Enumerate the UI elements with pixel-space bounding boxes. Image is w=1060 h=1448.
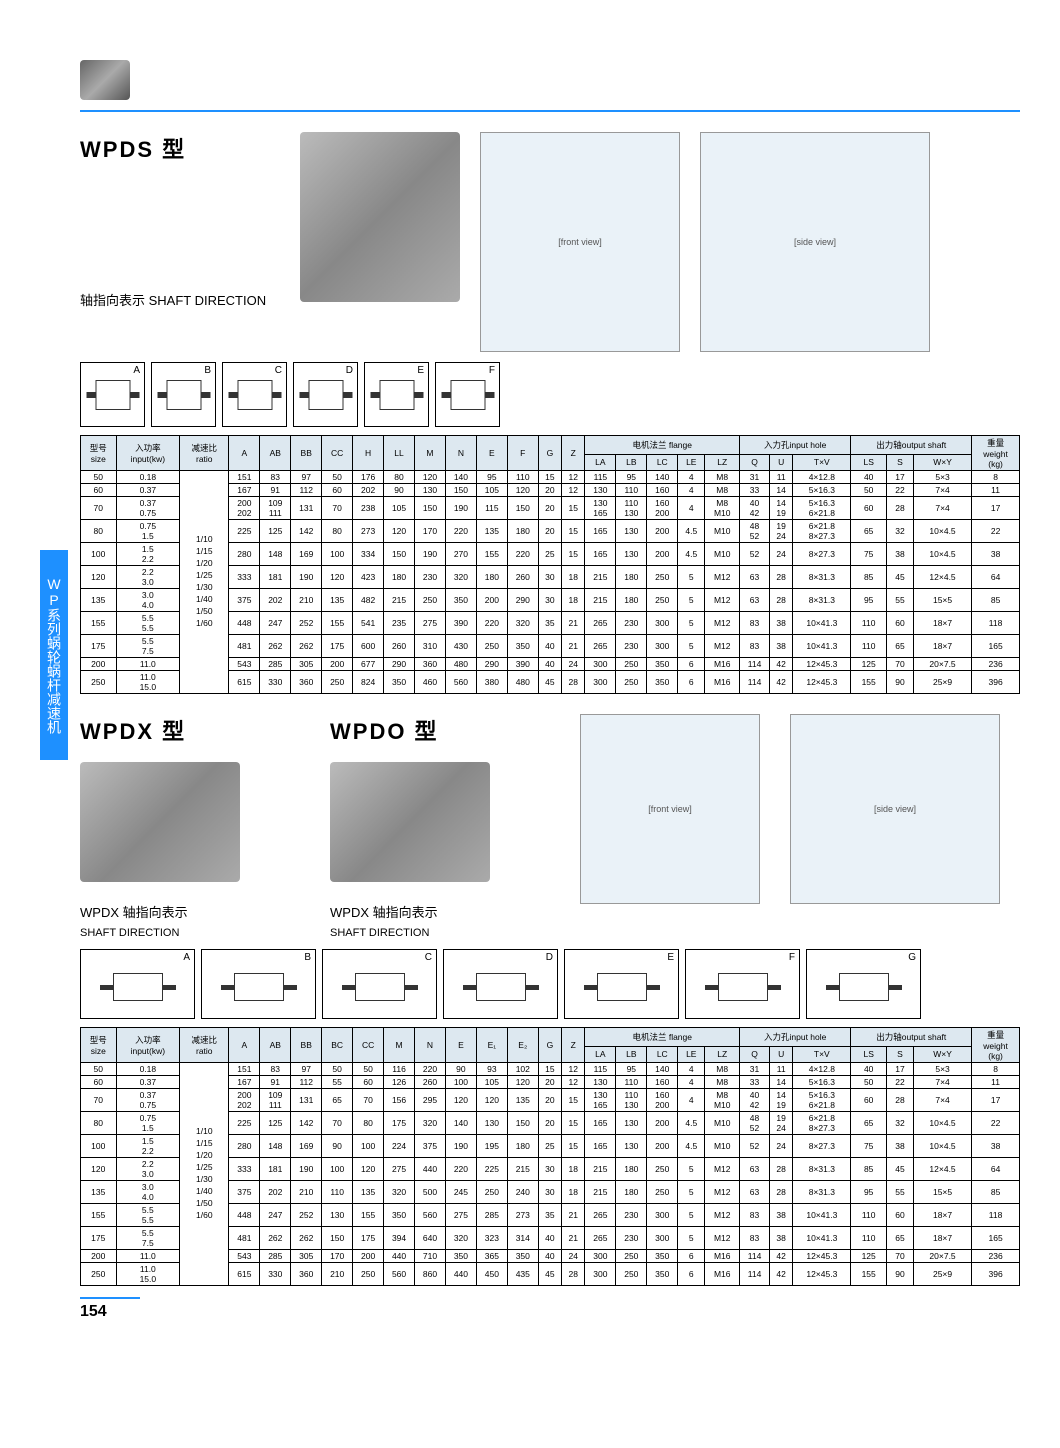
page-number: 154 xyxy=(80,1297,140,1321)
th-input: 入功率input(kw) xyxy=(116,436,180,471)
wpdx-diagram-front: [front view] xyxy=(580,714,760,904)
table-wpdx-wpdo: 型号size 入功率input(kw) 减速比ratio AABBBBCCC M… xyxy=(80,1027,1020,1286)
shaft-cell-B: B xyxy=(151,362,216,427)
section2-visual-row: WPDX 型 WPDX 轴指向表示 SHAFT DIRECTION WPDO 型… xyxy=(80,714,1020,939)
section1-title: WPDS 型 xyxy=(80,132,280,164)
section2-title-right: WPDO 型 xyxy=(330,714,550,746)
wpdo-shaft-title: WPDX 轴指向表示 xyxy=(330,902,550,921)
section1-shaft-label: 轴指向表示 SHAFT DIRECTION xyxy=(80,290,280,309)
wpds-diagram-front: [front view] xyxy=(480,132,680,352)
section2-shaft-directions: ABCDEFG xyxy=(80,949,1020,1019)
shaft-cell-C: C xyxy=(222,362,287,427)
table2-body: 500.181/101/151/201/251/301/401/501/6015… xyxy=(81,1063,1020,1286)
shaft-cell2-D: D xyxy=(443,949,558,1019)
th-ratio: 减速比ratio xyxy=(180,436,229,471)
shaft-cell2-C: C xyxy=(322,949,437,1019)
wpds-product-photo xyxy=(300,132,460,302)
wpdo-shaft-sub: SHAFT DIRECTION xyxy=(330,927,550,939)
table1-body: 500.181/101/151/201/251/301/401/501/6015… xyxy=(81,471,1020,694)
shaft-cell2-B: B xyxy=(201,949,316,1019)
section1-visual-row: WPDS 型 轴指向表示 SHAFT DIRECTION [front view… xyxy=(80,132,1020,352)
wpds-diagram-side: [side view] xyxy=(700,132,930,352)
shaft-cell-E: E xyxy=(364,362,429,427)
wpdx-shaft-title: WPDX 轴指向表示 xyxy=(80,902,300,921)
shaft-cell-A: A xyxy=(80,362,145,427)
shaft-cell2-A: A xyxy=(80,949,195,1019)
shaft-cell2-E: E xyxy=(564,949,679,1019)
header-divider xyxy=(80,110,1020,112)
wpdo-product-photo xyxy=(330,762,490,882)
wpdx-shaft-sub: SHAFT DIRECTION xyxy=(80,927,300,939)
th-size: 型号size xyxy=(81,436,117,471)
shaft-cell2-F: F xyxy=(685,949,800,1019)
shaft-cell-D: D xyxy=(293,362,358,427)
table-wpds: 型号size 入功率input(kw) 减速比ratio AABBBCCHLL … xyxy=(80,435,1020,694)
wpdx-diagram-side: [side view] xyxy=(790,714,1000,904)
header-logo xyxy=(80,60,130,100)
wpdx-product-photo xyxy=(80,762,240,882)
section2-title-left: WPDX 型 xyxy=(80,714,300,746)
shaft-cell2-G: G xyxy=(806,949,921,1019)
shaft-cell-F: F xyxy=(435,362,500,427)
page-content: WPDS 型 轴指向表示 SHAFT DIRECTION [front view… xyxy=(0,0,1060,1346)
section1-shaft-directions: ABCDEF xyxy=(80,362,1020,427)
